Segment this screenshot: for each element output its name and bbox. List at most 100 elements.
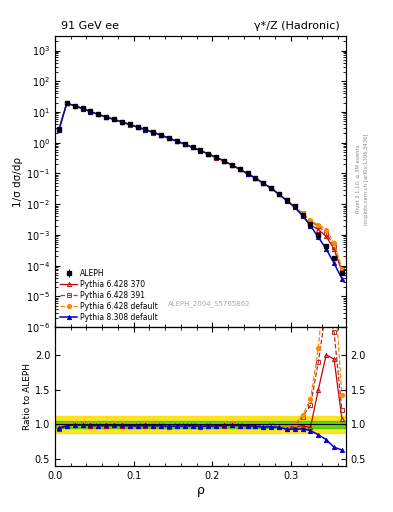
Pythia 8.308 default xyxy=(143,126,148,133)
Pythia 6.428 370 xyxy=(80,105,85,112)
Y-axis label: 1/σ dσ/dρ: 1/σ dσ/dρ xyxy=(13,157,23,206)
Pythia 6.428 370 xyxy=(167,135,171,141)
Pythia 8.308 default xyxy=(174,138,179,144)
Pythia 6.428 391 xyxy=(96,111,101,117)
Pythia 6.428 391 xyxy=(214,154,219,160)
Pythia 8.308 default xyxy=(316,234,321,240)
Pythia 6.428 370 xyxy=(316,226,321,232)
Pythia 6.428 391 xyxy=(119,119,124,125)
Pythia 8.308 default xyxy=(119,119,124,125)
Pythia 6.428 391 xyxy=(285,197,289,203)
Pythia 6.428 370 xyxy=(159,132,163,138)
Pythia 6.428 370 xyxy=(151,130,156,136)
Pythia 6.428 370 xyxy=(222,158,226,164)
Pythia 6.428 default xyxy=(143,126,148,133)
Pythia 6.428 391 xyxy=(135,124,140,130)
Pythia 8.308 default xyxy=(57,126,61,133)
Pythia 6.428 default xyxy=(292,203,297,209)
Pythia 8.308 default xyxy=(277,191,281,198)
Pythia 6.428 default xyxy=(253,175,258,181)
Pythia 6.428 370 xyxy=(206,151,211,157)
Pythia 6.428 391 xyxy=(222,158,226,164)
Text: mcplots.cern.ch [arXiv:1306.3436]: mcplots.cern.ch [arXiv:1306.3436] xyxy=(364,134,369,225)
Pythia 8.308 default xyxy=(269,185,274,191)
Pythia 6.428 370 xyxy=(119,119,124,125)
Pythia 6.428 391 xyxy=(127,121,132,127)
Pythia 6.428 391 xyxy=(269,185,274,191)
Pythia 6.428 391 xyxy=(237,166,242,172)
Pythia 6.428 default xyxy=(57,126,61,132)
Pythia 6.428 370 xyxy=(300,212,305,218)
Pythia 8.308 default xyxy=(96,111,101,117)
Pythia 6.428 370 xyxy=(135,124,140,130)
Pythia 8.308 default xyxy=(222,158,226,164)
Pythia 6.428 370 xyxy=(112,116,116,122)
Pythia 8.308 default xyxy=(308,223,313,229)
Pythia 6.428 391 xyxy=(245,170,250,177)
Pythia 6.428 370 xyxy=(237,166,242,173)
Pythia 6.428 391 xyxy=(300,210,305,217)
Pythia 6.428 default xyxy=(230,162,234,168)
Pythia 6.428 370 xyxy=(253,175,258,181)
Pythia 8.308 default xyxy=(230,162,234,168)
Pythia 6.428 default xyxy=(64,100,69,106)
Pythia 6.428 391 xyxy=(182,141,187,147)
Pythia 6.428 default xyxy=(277,191,281,197)
Pythia 8.308 default xyxy=(245,170,250,177)
Pythia 6.428 391 xyxy=(112,116,116,122)
Pythia 8.308 default xyxy=(285,198,289,204)
Line: Pythia 6.428 default: Pythia 6.428 default xyxy=(57,101,344,270)
Pythia 6.428 391 xyxy=(72,102,77,109)
Pythia 6.428 370 xyxy=(292,204,297,210)
Pythia 6.428 391 xyxy=(324,229,329,236)
Pythia 6.428 default xyxy=(300,210,305,216)
Line: Pythia 6.428 391: Pythia 6.428 391 xyxy=(57,101,344,272)
Pythia 8.308 default xyxy=(292,204,297,210)
Pythia 6.428 391 xyxy=(143,126,148,133)
Pythia 8.308 default xyxy=(206,151,211,157)
Pythia 6.428 370 xyxy=(174,138,179,144)
Pythia 6.428 391 xyxy=(64,100,69,106)
Pythia 6.428 370 xyxy=(277,191,281,198)
Pythia 6.428 370 xyxy=(64,100,69,106)
Pythia 6.428 370 xyxy=(57,127,61,133)
Pythia 8.308 default xyxy=(261,180,266,186)
Pythia 8.308 default xyxy=(159,132,163,138)
Pythia 6.428 default xyxy=(206,151,211,157)
Line: Pythia 8.308 default: Pythia 8.308 default xyxy=(57,101,344,281)
Pythia 6.428 default xyxy=(159,132,163,138)
Pythia 6.428 default xyxy=(88,108,93,114)
Pythia 6.428 391 xyxy=(104,114,108,120)
Pythia 6.428 391 xyxy=(277,191,281,197)
Pythia 8.308 default xyxy=(190,144,195,151)
Pythia 8.308 default xyxy=(127,121,132,127)
Pythia 6.428 370 xyxy=(324,233,329,240)
Pythia 6.428 370 xyxy=(308,222,313,228)
Pythia 6.428 370 xyxy=(332,246,336,252)
Pythia 8.308 default xyxy=(253,175,258,181)
Pythia 6.428 370 xyxy=(245,170,250,177)
Pythia 6.428 391 xyxy=(316,223,321,229)
Pythia 8.308 default xyxy=(135,124,140,130)
Pythia 6.428 default xyxy=(127,121,132,127)
Text: 91 GeV ee: 91 GeV ee xyxy=(61,22,119,31)
Pythia 6.428 370 xyxy=(88,109,93,115)
Pythia 6.428 default xyxy=(104,114,108,120)
Pythia 6.428 default xyxy=(112,116,116,122)
Pythia 6.428 370 xyxy=(190,144,195,151)
Pythia 8.308 default xyxy=(214,155,219,161)
Pythia 8.308 default xyxy=(112,116,116,122)
X-axis label: ρ: ρ xyxy=(196,483,204,497)
Pythia 8.308 default xyxy=(182,141,187,147)
Pythia 8.308 default xyxy=(104,114,108,120)
Pythia 8.308 default xyxy=(88,109,93,115)
Pythia 6.428 default xyxy=(237,166,242,172)
Pythia 6.428 391 xyxy=(159,132,163,138)
Pythia 6.428 default xyxy=(167,135,171,141)
Pythia 6.428 370 xyxy=(72,103,77,109)
Pythia 8.308 default xyxy=(64,100,69,106)
Pythia 8.308 default xyxy=(167,135,171,141)
Pythia 6.428 391 xyxy=(332,244,336,250)
Pythia 6.428 391 xyxy=(80,105,85,112)
Legend: ALEPH, Pythia 6.428 370, Pythia 6.428 391, Pythia 6.428 default, Pythia 8.308 de: ALEPH, Pythia 6.428 370, Pythia 6.428 39… xyxy=(59,268,160,324)
